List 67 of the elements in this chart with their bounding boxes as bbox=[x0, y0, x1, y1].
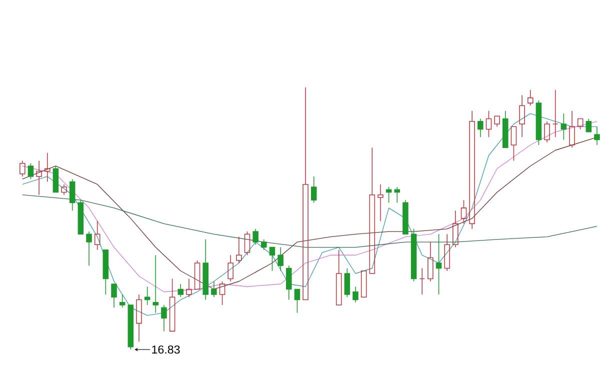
candlestick bbox=[494, 116, 500, 127]
candlestick bbox=[344, 268, 350, 298]
candlestick bbox=[178, 283, 184, 298]
candlestick bbox=[278, 246, 284, 272]
candlestick bbox=[128, 304, 134, 350]
candlestick bbox=[428, 241, 434, 282]
candlestick bbox=[560, 112, 567, 140]
candlestick bbox=[186, 278, 192, 298]
candlestick bbox=[544, 120, 550, 143]
candlestick bbox=[94, 220, 100, 250]
candlestick bbox=[169, 278, 176, 332]
candlestick bbox=[577, 118, 584, 130]
annotation: 16.83 bbox=[152, 345, 180, 354]
candlestick bbox=[194, 260, 200, 290]
candlestick bbox=[152, 254, 159, 314]
candlestick bbox=[478, 118, 484, 138]
candlestick bbox=[569, 110, 575, 148]
candlestick bbox=[302, 86, 308, 300]
candlestick bbox=[244, 230, 250, 256]
candlestick bbox=[469, 110, 475, 230]
candlestick bbox=[294, 288, 300, 314]
candlestick bbox=[69, 178, 76, 211]
candlestick bbox=[369, 147, 376, 274]
candlestick bbox=[527, 89, 534, 106]
candlestick bbox=[286, 265, 292, 300]
candlestick bbox=[336, 249, 342, 306]
candlestick bbox=[269, 246, 276, 272]
candlestick bbox=[61, 184, 67, 196]
candlestick bbox=[452, 210, 458, 248]
candlestick bbox=[502, 110, 508, 148]
candlestick bbox=[594, 126, 600, 146]
candlestick bbox=[202, 238, 208, 300]
candlestick bbox=[552, 89, 558, 138]
candlestick bbox=[352, 286, 358, 303]
candlestick bbox=[460, 199, 467, 224]
candlestick bbox=[386, 186, 392, 203]
candlestick bbox=[228, 254, 234, 282]
candlestick bbox=[486, 110, 492, 138]
candlestick bbox=[360, 270, 367, 298]
candlestick bbox=[310, 176, 317, 203]
candlestick bbox=[236, 236, 242, 264]
candlestick bbox=[20, 160, 26, 177]
candlestick bbox=[536, 100, 542, 146]
candlestick bbox=[52, 165, 59, 192]
candlestick bbox=[211, 280, 217, 298]
candlestick bbox=[510, 126, 517, 161]
candlestick bbox=[86, 230, 92, 266]
candlestick bbox=[44, 152, 50, 182]
candlestick bbox=[519, 94, 525, 138]
candlestick bbox=[136, 294, 142, 342]
candlestick bbox=[36, 160, 42, 196]
candlestick bbox=[161, 304, 167, 332]
candlestick bbox=[586, 118, 592, 132]
candlestick bbox=[394, 186, 400, 203]
candlestick bbox=[252, 228, 258, 245]
candlestick bbox=[102, 249, 109, 295]
candlestick bbox=[144, 286, 150, 306]
candlestick bbox=[378, 184, 384, 222]
candlestick bbox=[419, 268, 426, 295]
candlestick bbox=[436, 234, 442, 295]
candlestick bbox=[402, 199, 408, 234]
candlestick bbox=[219, 280, 226, 306]
candlestick bbox=[261, 238, 267, 250]
candlestick bbox=[119, 294, 126, 308]
candlestick bbox=[111, 283, 117, 308]
candlestick bbox=[28, 162, 34, 180]
candlestick bbox=[444, 234, 450, 272]
